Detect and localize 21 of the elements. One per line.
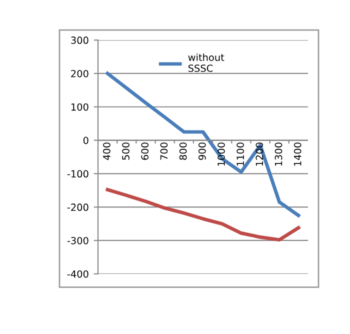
y-tick-label: 300 bbox=[71, 36, 88, 44]
y-tick-label: 200 bbox=[71, 70, 88, 78]
x-tick-label: 800 bbox=[179, 142, 187, 160]
y-tick-label: -400 bbox=[67, 270, 88, 278]
y-tick-label: -200 bbox=[67, 204, 88, 211]
y-tick-label: -100 bbox=[67, 170, 88, 178]
legend-label: without SSSC bbox=[188, 54, 224, 72]
line-series bbox=[106, 188, 300, 242]
x-tick-label: 1400 bbox=[294, 142, 302, 166]
x-tick-label: 400 bbox=[103, 142, 110, 160]
x-tick-label: 1200 bbox=[256, 142, 264, 166]
x-tick-label: 1000 bbox=[218, 142, 225, 166]
x-tick-label: 1100 bbox=[236, 142, 244, 166]
x-tick-label: 1300 bbox=[274, 142, 282, 166]
y-tick-label: 100 bbox=[71, 103, 88, 111]
x-tick-label: 700 bbox=[160, 142, 168, 160]
x-tick-label: 600 bbox=[141, 142, 149, 160]
x-tick-label: 500 bbox=[122, 142, 130, 160]
x-tick-label: 900 bbox=[198, 142, 206, 160]
y-tick-label: -300 bbox=[67, 236, 88, 244]
y-tick-label: 0 bbox=[83, 136, 88, 144]
